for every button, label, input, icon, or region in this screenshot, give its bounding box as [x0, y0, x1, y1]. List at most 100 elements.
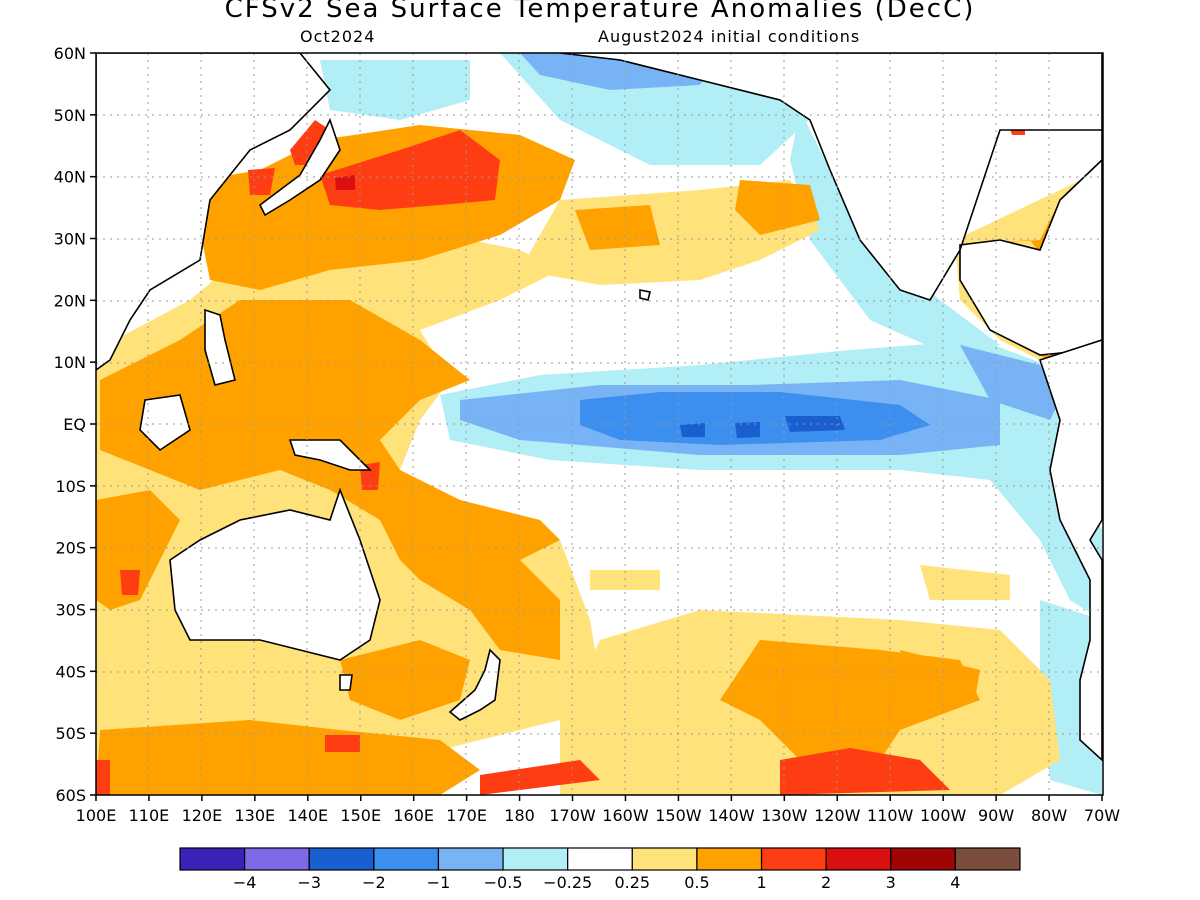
lon-tick-label: 110W	[867, 806, 914, 825]
lat-tick-label: 50S	[55, 724, 86, 743]
cool-1-equatorial	[580, 392, 930, 445]
lon-tick-label: 140E	[287, 806, 328, 825]
warm-05-west-pacific-warm-pool	[100, 300, 560, 660]
warm-1-south-atlantic-edge	[480, 760, 600, 795]
lat-tick-label: 30S	[55, 601, 86, 620]
tasmania-landmass	[339, 674, 353, 691]
new-zealand-landmass	[448, 648, 501, 721]
lon-tick-label: 170E	[446, 806, 487, 825]
colorbar-swatch	[373, 847, 440, 871]
cool-2-core-a	[680, 423, 705, 437]
asia-mainland	[96, 53, 332, 371]
lon-tick-label: 90W	[978, 806, 1014, 825]
lon-tick-label: 130E	[235, 806, 276, 825]
colorbar-swatch	[244, 847, 310, 871]
south-america-landmass	[1038, 338, 1103, 762]
australia-landmass	[169, 487, 381, 661]
warm-05-subtropical-north	[575, 205, 660, 250]
warm-05-southern-east	[900, 650, 980, 700]
chart-title: CFSv2 Sea Surface Temperature Anomalies …	[224, 0, 976, 24]
colorbar-label: −0.5	[484, 873, 523, 892]
colorbar-label: 4	[950, 873, 960, 892]
colorbar-label: 3	[886, 873, 896, 892]
warm-1-tasman	[325, 735, 360, 752]
lon-tick-label: 80W	[1031, 806, 1067, 825]
cool-2-core-b	[735, 422, 760, 438]
lat-tick-label: 40S	[55, 662, 86, 681]
lon-tick-label: 130W	[761, 806, 808, 825]
cool-region-kamchatka	[320, 60, 470, 120]
forecast-month-label: Oct2024	[300, 27, 376, 46]
warm-1-indian-ocean	[120, 570, 140, 595]
cool-2-core-c	[785, 416, 845, 432]
lon-tick-label: 150W	[655, 806, 702, 825]
lat-tick-label: 60S	[55, 786, 86, 805]
lat-tick-label: 20N	[54, 291, 86, 310]
cool-region-california	[790, 110, 1000, 360]
warm-2-kuroshio-core	[335, 175, 355, 190]
colorbar-swatch	[502, 847, 569, 871]
lon-tick-label: 110E	[129, 806, 170, 825]
lon-tick-label: 170W	[549, 806, 596, 825]
colorbar-label: −4	[233, 873, 257, 892]
colorbar: −4 −3 −2 −1 −0.5 −0.25 0.25 0.5 1 2 3 4	[179, 847, 1021, 892]
colorbar-label: 2	[821, 873, 831, 892]
colorbar-label: 0.5	[684, 873, 709, 892]
warm-1-southwest	[96, 760, 110, 795]
colorbar-label: −2	[362, 873, 386, 892]
new-guinea-landmass	[288, 439, 372, 471]
lon-tick-label: 140W	[708, 806, 755, 825]
warm-05-south-pacific	[340, 640, 470, 720]
colorbar-swatch	[179, 847, 246, 871]
lat-tick-label: 20S	[55, 539, 86, 558]
lat-tick-label: 30N	[54, 230, 86, 249]
hawaii-islands	[639, 289, 651, 301]
coastlines	[96, 53, 1103, 762]
lon-tick-label: 180	[504, 806, 535, 825]
cool-05-peru	[960, 345, 1060, 420]
north-america-landmass	[559, 53, 1103, 356]
lon-tick-label: 150E	[340, 806, 381, 825]
colorbar-swatch	[760, 847, 827, 871]
lat-tick-label: 40N	[54, 168, 86, 187]
warm-1-kuroshio-extension	[320, 130, 500, 210]
latitude-axis: 60N 50N 40N 30N 20N 10N EQ 10S 20S 30S 40S 50S 60S	[54, 44, 96, 805]
lat-tick-label: 10S	[55, 477, 86, 496]
warm-025-south-east	[920, 565, 1010, 600]
lat-tick-label: 10N	[54, 353, 86, 372]
lon-tick-label: 100E	[76, 806, 117, 825]
lon-tick-label: 70W	[1084, 806, 1120, 825]
philippines-landmass	[204, 308, 236, 386]
initial-conditions-label: August2024 initial conditions	[598, 27, 861, 46]
warm-05-northeast	[735, 180, 820, 235]
lat-tick-label: 50N	[54, 106, 86, 125]
colorbar-swatch	[954, 847, 1021, 871]
colorbar-label: −3	[297, 873, 321, 892]
colorbar-swatch	[825, 847, 892, 871]
colorbar-label: 1	[756, 873, 766, 892]
warm-05-indian-ocean	[96, 490, 180, 610]
colorbar-label: −0.25	[543, 873, 592, 892]
colorbar-swatch	[631, 847, 698, 871]
colorbar-swatch	[308, 847, 375, 871]
borneo-landmass	[139, 394, 191, 452]
lon-tick-label: 120W	[814, 806, 861, 825]
colorbar-swatch	[437, 847, 504, 871]
longitude-axis: 100E 110E 120E 130E 140E 150E 160E 170E 180 170W 1…	[76, 795, 1120, 825]
lon-tick-label: 160W	[602, 806, 649, 825]
graticule	[96, 53, 1102, 795]
colorbar-label: −1	[427, 873, 451, 892]
lon-tick-label: 100W	[920, 806, 967, 825]
warm-1-southern	[780, 748, 950, 795]
lat-tick-label: EQ	[63, 415, 86, 434]
colorbar-swatch	[890, 847, 956, 871]
colorbar-swatch	[696, 847, 763, 871]
japan-landmass	[258, 117, 341, 217]
lat-tick-label: 60N	[54, 44, 86, 63]
colorbar-label: 0.25	[614, 873, 650, 892]
lon-tick-label: 160E	[393, 806, 434, 825]
lon-tick-label: 120E	[182, 806, 223, 825]
warm-05-south-west	[96, 720, 480, 795]
warm-1-japan-sea	[248, 168, 275, 195]
